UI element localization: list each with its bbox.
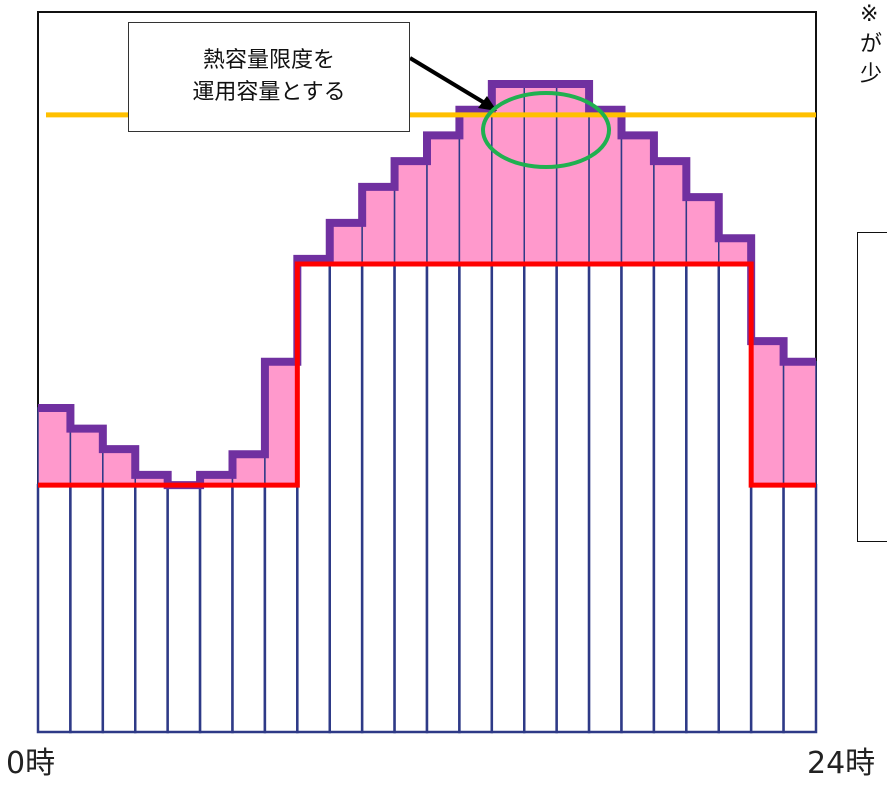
- side-legend-box: [857, 232, 887, 542]
- bar-base: [263, 483, 299, 734]
- bar-excess: [782, 360, 817, 486]
- bar-excess: [491, 83, 526, 265]
- bar-excess: [685, 196, 720, 265]
- bar-base: [166, 483, 202, 734]
- bar-excess: [523, 83, 558, 265]
- bar-base: [587, 262, 623, 734]
- x-axis-end-label: 24時: [807, 746, 876, 781]
- bar-excess: [653, 160, 688, 265]
- bar-excess: [69, 427, 104, 486]
- bar-base: [523, 262, 558, 734]
- bar-base: [425, 262, 461, 734]
- callout-line-1: 熱容量限度を: [202, 48, 335, 73]
- callout-arrowhead: [478, 96, 497, 111]
- callout-box: 熱容量限度を 運用容量とする: [128, 22, 410, 132]
- bar-base: [360, 262, 396, 734]
- bar-excess: [361, 186, 396, 265]
- bar-excess: [555, 83, 590, 265]
- bar-base: [101, 483, 137, 734]
- callout-arrow: [408, 56, 490, 107]
- bar-excess: [588, 108, 623, 265]
- bar-base: [458, 262, 494, 734]
- bar-base: [782, 483, 818, 734]
- bar-base: [490, 262, 526, 734]
- bar-base: [231, 483, 267, 734]
- bar-excess: [750, 340, 785, 486]
- callout-line-2: 運用容量とする: [192, 80, 346, 105]
- bar-excess: [620, 134, 655, 265]
- bar-excess: [426, 134, 461, 265]
- bar-base: [134, 483, 169, 734]
- limit-line-group: [38, 261, 816, 488]
- bar-base: [36, 483, 72, 734]
- cropped-note: ※ が 少: [860, 0, 882, 90]
- bar-base: [652, 262, 688, 734]
- note-line-2: が: [860, 32, 883, 57]
- bar-base: [296, 262, 332, 734]
- bar-excess: [231, 453, 266, 486]
- bar-excess: [393, 160, 428, 265]
- bar-excess: [37, 407, 72, 486]
- bar-base: [393, 262, 429, 734]
- demand-step-line: [38, 80, 816, 490]
- bar-base: [620, 262, 656, 734]
- bar-base: [685, 262, 720, 734]
- bar-base: [555, 262, 591, 734]
- note-line-1: ※: [860, 2, 879, 27]
- bar-excess: [329, 222, 363, 265]
- bar-excess: [264, 360, 299, 486]
- bar-excess: [102, 448, 137, 486]
- note-line-3: 少: [860, 62, 883, 87]
- bar-base: [69, 483, 105, 734]
- bar-base: [328, 262, 364, 734]
- bar-base: [749, 483, 785, 734]
- bar-base: [717, 262, 753, 734]
- limit-step-line: [38, 261, 816, 488]
- bar-excess: [458, 108, 493, 265]
- bar-base: [198, 483, 234, 734]
- highlight-ellipse: [481, 91, 611, 169]
- x-axis-start-label: 0時: [6, 746, 56, 781]
- demand-line-group: [38, 80, 816, 490]
